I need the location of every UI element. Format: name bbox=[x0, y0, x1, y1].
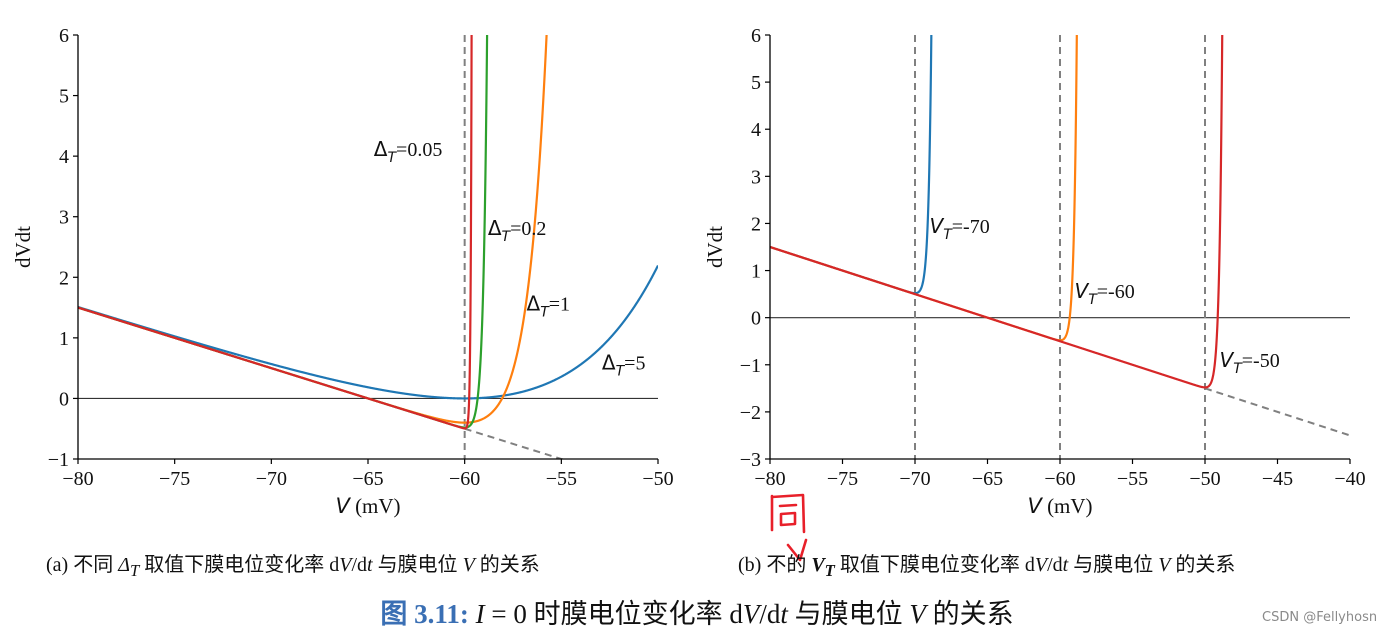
plot-area bbox=[78, 35, 658, 459]
handwriting-stroke bbox=[779, 511, 797, 527]
caption-a-prefix: (a) 不同 bbox=[46, 554, 119, 576]
figure-caption-i: I bbox=[475, 599, 485, 629]
y-tick-label: 6 bbox=[751, 25, 761, 47]
x-tick-label: −65 bbox=[972, 468, 1003, 490]
y-tick-label: 4 bbox=[59, 146, 69, 168]
figure-caption-slash: /d bbox=[759, 599, 781, 629]
figure-caption-end: 的关系 bbox=[925, 599, 1014, 629]
series-annotation-2: VT=-60 bbox=[1075, 279, 1135, 308]
x-tick-label: −65 bbox=[352, 468, 383, 490]
caption-a-v2: V bbox=[462, 554, 475, 576]
caption-b-v: V bbox=[1034, 554, 1048, 576]
series-annotation-3: ΔT=1 bbox=[527, 292, 571, 321]
x-axis-label: V (mV) bbox=[1027, 494, 1092, 518]
caption-a-v: V bbox=[339, 554, 352, 576]
caption-b-symbol: V bbox=[811, 554, 825, 576]
figure-caption-t: t bbox=[780, 599, 788, 629]
panel-a-chart: −80 −75 −70 −65 −60 −55 −50 −1 0 1 2 3 4 5 6 V (mV) dVdt… bbox=[11, 25, 674, 518]
caption-a-end: 的关系 bbox=[474, 554, 540, 576]
figure-caption-v2: V bbox=[909, 599, 926, 629]
caption-a-symbol: Δ bbox=[118, 554, 130, 576]
linear-leak-dashed-line bbox=[1204, 387, 1350, 437]
y-tick-label: 3 bbox=[751, 166, 761, 188]
series-annotation-1: ΔT=0.05 bbox=[374, 137, 443, 166]
caption-a-sub: T bbox=[129, 561, 140, 580]
x-tick-label: −55 bbox=[1117, 468, 1148, 490]
figure-caption: 图 3.11: I = 0 时膜电位变化率 dV/dt 与膜电位 V 的关系 bbox=[0, 592, 1394, 631]
plot-area bbox=[770, 35, 1350, 459]
series-line-3 bbox=[770, 35, 1224, 389]
caption-b-v2: V bbox=[1158, 554, 1171, 576]
figure-caption-mid: 与膜电位 bbox=[787, 599, 910, 629]
handwriting-check bbox=[786, 538, 808, 562]
caption-b-end: 的关系 bbox=[1170, 554, 1236, 576]
caption-a-slash: /d bbox=[351, 554, 367, 576]
x-tick-label: −40 bbox=[1334, 468, 1365, 490]
caption-b-t: t bbox=[1062, 554, 1069, 576]
series-line-3 bbox=[78, 35, 489, 429]
y-tick-label: 3 bbox=[59, 207, 69, 229]
x-tick-label: −80 bbox=[754, 468, 785, 490]
y-tick-label: 2 bbox=[59, 267, 69, 289]
x-tick-label: −60 bbox=[1044, 468, 1075, 490]
series-annotation-3: VT=-50 bbox=[1220, 348, 1280, 377]
y-tick-label: −1 bbox=[740, 355, 761, 377]
caption-b-text: 取值下膜电位变化率 d bbox=[834, 554, 1035, 576]
caption-b-sub: T bbox=[824, 561, 835, 580]
y-tick-label: 5 bbox=[59, 86, 69, 108]
series-annotation-4: ΔT=5 bbox=[602, 350, 646, 379]
x-tick-label: −50 bbox=[642, 468, 673, 490]
watermark: CSDN @Fellyhosn bbox=[1262, 610, 1378, 625]
x-tick-label: −70 bbox=[256, 468, 287, 490]
caption-b-text2: 与膜电位 bbox=[1068, 554, 1159, 576]
y-tick-label: 2 bbox=[751, 213, 761, 235]
series-line-1 bbox=[78, 265, 658, 400]
y-axis-label: dVdt bbox=[703, 226, 727, 268]
caption-a-t: t bbox=[367, 554, 373, 576]
x-tick-label: −55 bbox=[546, 468, 577, 490]
x-axis-label: V (mV) bbox=[335, 494, 400, 518]
y-axis-label: dVdt bbox=[11, 226, 35, 268]
x-tick-label: −75 bbox=[159, 468, 190, 490]
series-annotation-1: VT=-70 bbox=[930, 214, 990, 243]
x-tick-label: −60 bbox=[449, 468, 480, 490]
y-tick-label: 0 bbox=[59, 388, 69, 410]
series-line-1 bbox=[770, 35, 933, 295]
figure-caption-v: V bbox=[742, 599, 760, 629]
x-tick-label: −75 bbox=[827, 468, 858, 490]
y-tick-label: 4 bbox=[751, 119, 761, 141]
y-tick-label: 6 bbox=[59, 25, 69, 47]
x-tick-label: −50 bbox=[1189, 468, 1220, 490]
y-tick-label: 5 bbox=[751, 72, 761, 94]
series-annotation-2: ΔT=0.2 bbox=[488, 216, 547, 245]
handwriting-stroke bbox=[770, 493, 806, 534]
x-tick-label: −45 bbox=[1262, 468, 1293, 490]
x-tick-label: −70 bbox=[899, 468, 930, 490]
y-tick-label: 1 bbox=[751, 261, 761, 283]
series-line-4 bbox=[78, 35, 473, 430]
y-tick-label: 0 bbox=[751, 308, 761, 330]
caption-b-prefix: (b) 不的 bbox=[738, 554, 812, 576]
x-tick-label: −80 bbox=[62, 468, 93, 490]
caption-a-text: 取值下膜电位变化率 d bbox=[139, 554, 340, 576]
figure-caption-eq: = 0 时膜电位变化率 d bbox=[484, 599, 743, 629]
y-tick-label: 1 bbox=[59, 328, 69, 350]
handwritten-annotation bbox=[770, 493, 808, 562]
caption-a-text2: 与膜电位 bbox=[372, 554, 463, 576]
panel-b-chart: −80 −75 −70 −65 −60 −55 −50 −45 −40 −3 −2 −1 0 1 2 3 4 5 6… bbox=[703, 25, 1366, 518]
handwriting-stroke bbox=[778, 503, 798, 508]
series-line-2 bbox=[770, 35, 1078, 342]
y-tick-label: −2 bbox=[740, 402, 761, 424]
y-tick-label: −1 bbox=[48, 449, 69, 471]
caption-b-slash: /d bbox=[1047, 554, 1063, 576]
panel-b-caption: (b) 不的 VT 取值下膜电位变化率 dV/dt 与膜电位 V 的关系 bbox=[738, 548, 1235, 581]
panel-a-caption: (a) 不同 ΔT 取值下膜电位变化率 dV/dt 与膜电位 V 的关系 bbox=[46, 548, 540, 581]
y-tick-label: −3 bbox=[740, 449, 761, 471]
figure-caption-label: 图 3.11: bbox=[380, 599, 469, 629]
